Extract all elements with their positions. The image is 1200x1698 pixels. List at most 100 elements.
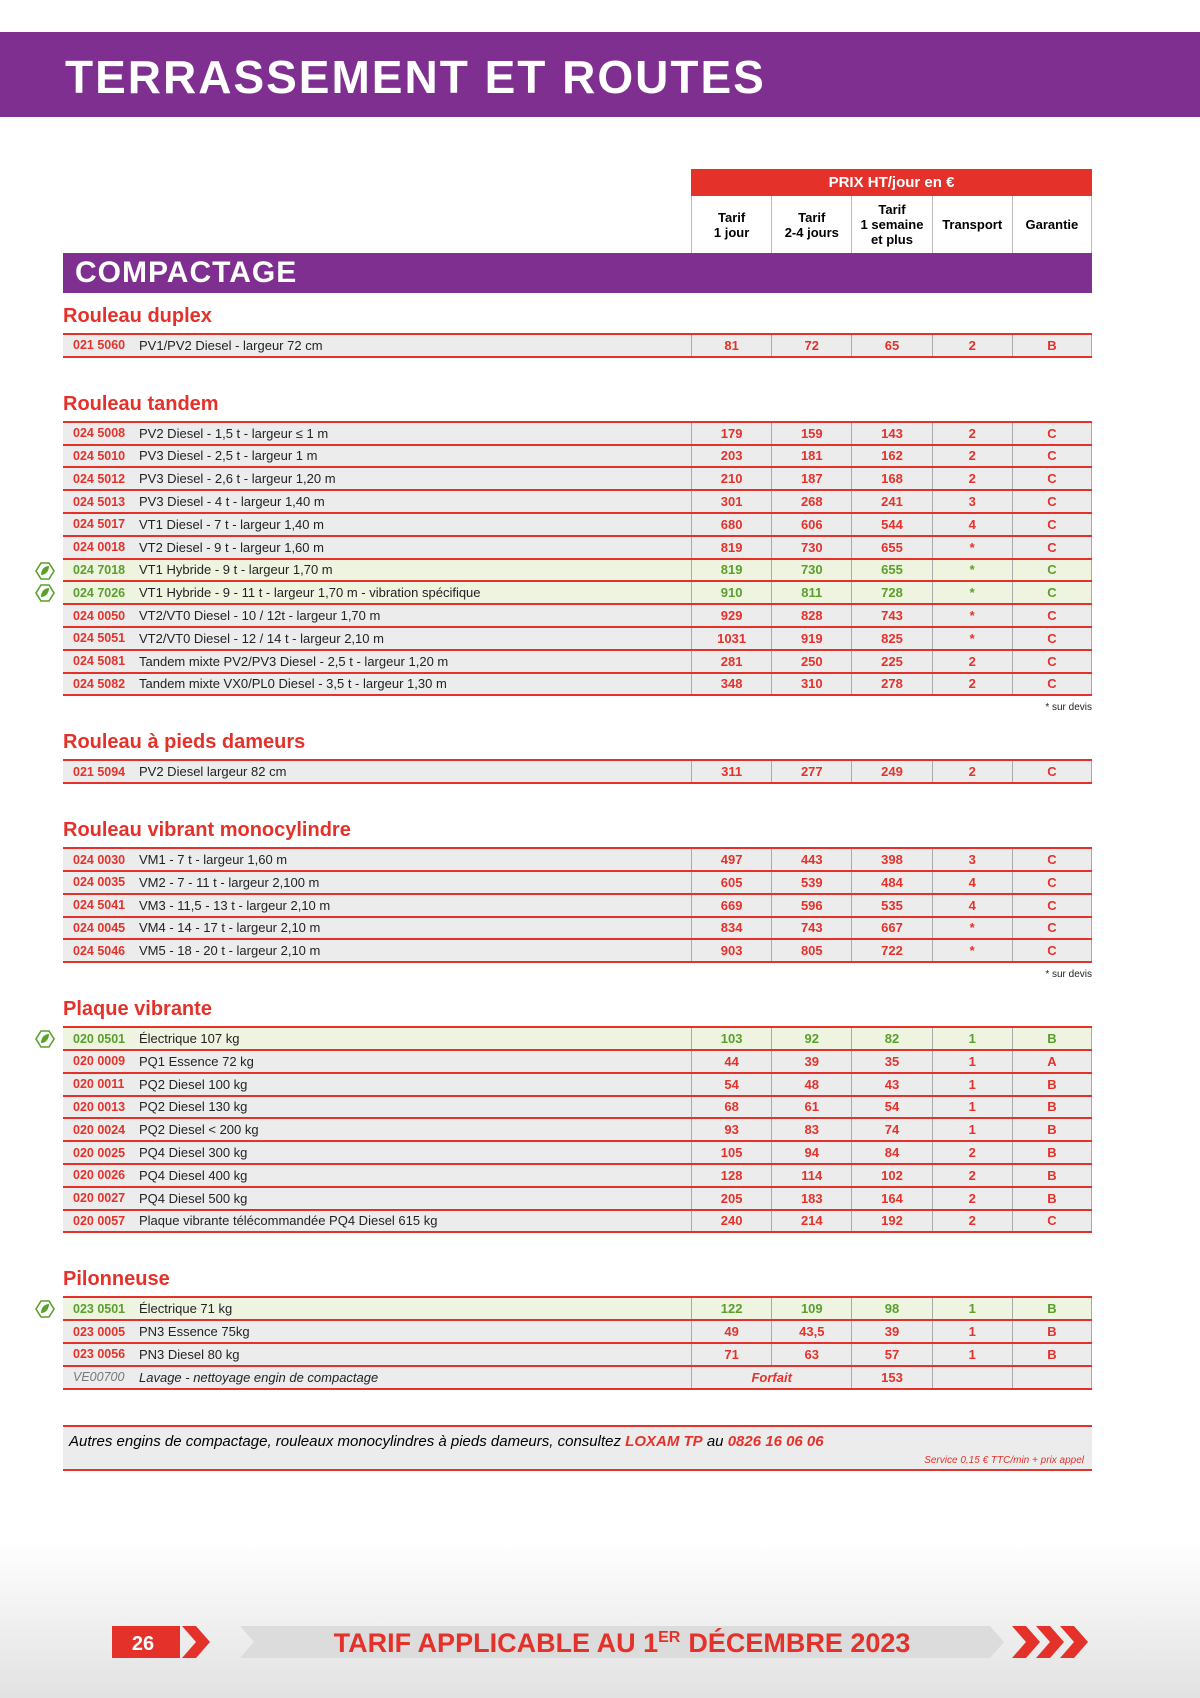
description: Plaque vibrante télécommandée PQ4 Diesel… [139, 1213, 438, 1229]
row: 020 0027 PQ4 Diesel 500 kg 205 183 164 2 B [63, 1187, 1092, 1211]
group: Rouleau duplex 021 5060 PV1/PV2 Diesel - l… [63, 297, 1092, 358]
value: 743 [771, 917, 851, 939]
value: 63 [771, 1343, 851, 1365]
footer-graphic: 26 TARIF APPLICABLE AU 1ER DÉCEMBRE 2023 [112, 1626, 1088, 1658]
description: PQ2 Diesel 130 kg [139, 1099, 248, 1115]
empty-cell [931, 1366, 1012, 1388]
row: 020 0024 PQ2 Diesel < 200 kg 93 83 74 1 B [63, 1119, 1092, 1143]
code: 024 5051 [73, 631, 126, 646]
group-title: Rouleau duplex [63, 305, 212, 327]
value: 83 [771, 1119, 851, 1141]
row: 020 0011 PQ2 Diesel 100 kg 54 48 43 1 B [63, 1073, 1092, 1097]
value: 181 [771, 445, 851, 467]
price-table: PRIX HT/jour en € Tarif 1 jour Tarif 2-4 jo… [35, 169, 1092, 1390]
value: 539 [771, 871, 851, 893]
row: 020 0025 PQ4 Diesel 300 kg 105 94 84 2 B [63, 1142, 1092, 1165]
rows: 024 5008 PV2 Diesel - 1,5 t - largeur ≤ 1… [35, 420, 1092, 697]
value: * [931, 940, 1012, 962]
value: 164 [851, 1187, 931, 1209]
value: 535 [851, 894, 931, 916]
description: PN3 Diesel 80 kg [139, 1346, 240, 1362]
value: 1 [931, 1298, 1012, 1320]
value: 2 [931, 761, 1012, 783]
value: C [1011, 422, 1092, 444]
value: 82 [851, 1028, 931, 1049]
arrow [1012, 1626, 1040, 1658]
value: 2 [931, 1187, 1012, 1209]
value: B [1011, 335, 1092, 356]
code: 024 0035 [73, 875, 126, 890]
description: VM3 - 11,5 - 13 t - largeur 2,10 m [139, 897, 331, 913]
code: 024 5008 [73, 426, 126, 441]
column-header-line: Tarif [798, 209, 826, 225]
description: VM4 - 14 - 17 t - largeur 2,10 m [139, 920, 321, 936]
column-header: Tarif 1 semaine et plus [851, 196, 931, 253]
group-title: Rouleau à pieds dameurs [63, 731, 306, 754]
group-title: Rouleau tandem [63, 392, 219, 415]
row: VE00700 Lavage - nettoyage engin de compa… [63, 1366, 1092, 1390]
value: 443 [771, 849, 851, 870]
value: 49 [691, 1321, 771, 1342]
empty-cell [1011, 1366, 1092, 1388]
value: 203 [691, 445, 771, 467]
row: 024 5082 Tandem mixte VX0/PL0 Diesel - 3,… [63, 673, 1092, 697]
column-header-line: Transport [942, 217, 1003, 232]
arrow [1036, 1626, 1064, 1658]
value: 183 [771, 1187, 851, 1209]
value: C [1011, 513, 1092, 535]
value: 655 [851, 536, 931, 558]
value: 128 [691, 1164, 771, 1186]
value: C [1011, 673, 1092, 695]
row: 024 0030 VM1 - 7 t - largeur 1,60 m 497 443… [63, 849, 1092, 872]
value: 4 [931, 513, 1012, 535]
value: 1 [931, 1343, 1012, 1365]
description: PV3 Diesel - 2,5 t - largeur 1 m [139, 448, 318, 464]
value: 74 [851, 1119, 931, 1141]
value: B [1011, 1164, 1092, 1186]
rows: 020 0501 Électrique 107 kg 103 92 82 1 B 020 00… [35, 1026, 1092, 1234]
eco-icon [35, 561, 55, 580]
value: 249 [851, 761, 931, 783]
value: 1 [931, 1321, 1012, 1342]
value: C [1011, 1210, 1092, 1232]
value: B [1011, 1073, 1092, 1095]
column-header-line: Tarif [717, 209, 746, 225]
joiner: au [706, 1433, 724, 1450]
value: 728 [851, 582, 931, 604]
row: 024 5013 PV3 Diesel - 4 t - largeur 1,40 … [63, 491, 1092, 514]
value: C [1011, 871, 1092, 893]
value: 214 [771, 1210, 851, 1232]
value: 225 [851, 650, 931, 672]
value: * [931, 559, 1012, 581]
row: 024 5051 VT2/VT0 Diesel - 12 / 14 t - lar… [63, 627, 1092, 651]
code: 020 0024 [73, 1122, 126, 1137]
description: VT1 Hybride - 9 - 11 t - largeur 1,70 m … [139, 585, 481, 601]
value: * [931, 627, 1012, 649]
value: 39 [851, 1321, 931, 1342]
group: Rouleau vibrant monocylindre 024 0030 VM1 … [63, 811, 1092, 980]
value: 743 [851, 605, 931, 626]
value: 910 [691, 582, 771, 604]
code: 024 0030 [73, 852, 126, 867]
column-header-line: et plus [871, 232, 913, 247]
rows: 021 5060 PV1/PV2 Diesel - largeur 72 cm 81… [63, 333, 1092, 358]
value: B [1011, 1142, 1092, 1163]
description: PV1/PV2 Diesel - largeur 72 cm [139, 337, 323, 353]
value: 278 [851, 673, 931, 695]
value: 669 [691, 894, 771, 916]
value: 929 [691, 605, 771, 626]
row: 024 5017 VT1 Diesel - 7 t - largeur 1,40 … [63, 513, 1092, 537]
value: 187 [771, 468, 851, 490]
value: 398 [851, 849, 931, 870]
value: 2 [931, 1210, 1012, 1232]
value: * [931, 605, 1012, 626]
header-band: TERRASSEMENT ET ROUTES [0, 32, 1200, 117]
value: B [1011, 1187, 1092, 1209]
value: C [1011, 468, 1092, 490]
value: 3 [931, 491, 1012, 512]
brand: LOXAM TP [625, 1433, 703, 1450]
row: 024 5012 PV3 Diesel - 2,6 t - largeur 1,2… [63, 468, 1092, 492]
value: 250 [771, 650, 851, 672]
value: 168 [851, 468, 931, 490]
value: 4 [931, 894, 1012, 916]
